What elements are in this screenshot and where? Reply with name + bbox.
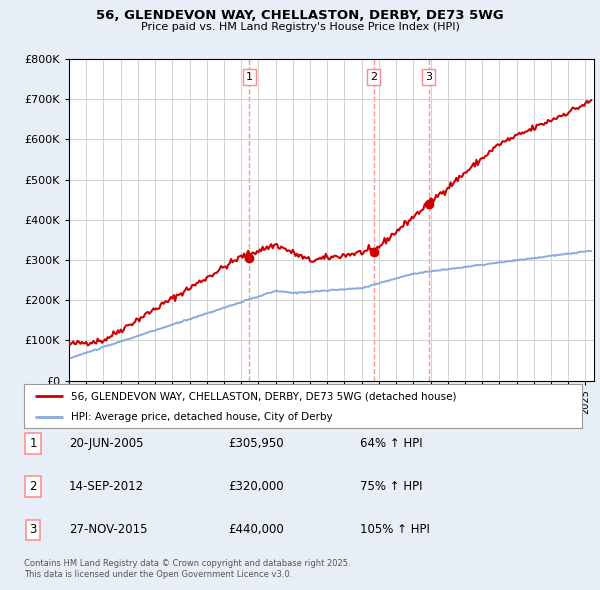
Text: 3: 3 [425, 72, 433, 82]
Text: 64% ↑ HPI: 64% ↑ HPI [360, 437, 422, 450]
Text: 56, GLENDEVON WAY, CHELLASTON, DERBY, DE73 5WG: 56, GLENDEVON WAY, CHELLASTON, DERBY, DE… [96, 9, 504, 22]
Text: £320,000: £320,000 [228, 480, 284, 493]
Text: Contains HM Land Registry data © Crown copyright and database right 2025.
This d: Contains HM Land Registry data © Crown c… [24, 559, 350, 579]
Text: 105% ↑ HPI: 105% ↑ HPI [360, 523, 430, 536]
Text: 1: 1 [29, 437, 37, 450]
Text: £440,000: £440,000 [228, 523, 284, 536]
Text: 56, GLENDEVON WAY, CHELLASTON, DERBY, DE73 5WG (detached house): 56, GLENDEVON WAY, CHELLASTON, DERBY, DE… [71, 392, 457, 402]
Text: 1: 1 [245, 72, 253, 82]
Text: HPI: Average price, detached house, City of Derby: HPI: Average price, detached house, City… [71, 412, 333, 422]
Text: 75% ↑ HPI: 75% ↑ HPI [360, 480, 422, 493]
Text: Price paid vs. HM Land Registry's House Price Index (HPI): Price paid vs. HM Land Registry's House … [140, 22, 460, 32]
Text: £305,950: £305,950 [228, 437, 284, 450]
Text: 2: 2 [29, 480, 37, 493]
Text: 20-JUN-2005: 20-JUN-2005 [69, 437, 143, 450]
Text: 2: 2 [370, 72, 377, 82]
Text: 3: 3 [29, 523, 37, 536]
Text: 27-NOV-2015: 27-NOV-2015 [69, 523, 148, 536]
Text: 14-SEP-2012: 14-SEP-2012 [69, 480, 144, 493]
